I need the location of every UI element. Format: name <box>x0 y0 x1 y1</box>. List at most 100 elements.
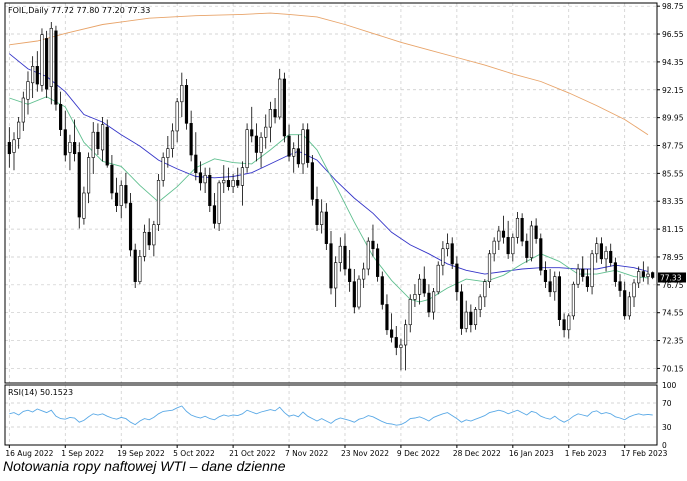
candle <box>441 241 445 276</box>
candle-body <box>59 104 63 130</box>
candle-body <box>427 292 431 313</box>
candle <box>651 271 655 280</box>
candle-body <box>142 231 147 257</box>
candle-body <box>45 38 49 90</box>
candle <box>59 91 63 136</box>
candle <box>222 165 226 193</box>
candle-body <box>100 124 105 151</box>
sma20-line <box>9 96 649 303</box>
chart-caption: Notowania ropy naftowej WTI – dane dzien… <box>3 458 286 474</box>
candle <box>623 281 627 320</box>
y-tick-label: 94.35 <box>662 58 684 67</box>
rsi-line <box>9 405 653 426</box>
candle-body <box>110 164 114 194</box>
candle-body <box>133 249 137 282</box>
candle-body <box>63 129 67 156</box>
candle <box>571 281 575 320</box>
candle-body <box>147 231 151 246</box>
candle-body <box>581 268 585 277</box>
candle-body <box>49 28 53 87</box>
candle <box>501 215 506 244</box>
candle-body <box>450 243 454 265</box>
candle <box>68 134 72 171</box>
candle-body <box>399 344 403 348</box>
x-tick-label: 5 Oct 2022 <box>173 449 215 458</box>
candle <box>184 79 189 130</box>
candle <box>217 180 221 231</box>
candle-body <box>198 172 203 184</box>
candle-body <box>138 256 142 282</box>
candle-body <box>35 66 39 85</box>
candle <box>455 256 459 301</box>
candle <box>77 142 81 229</box>
rsi-tick-label: 70 <box>662 399 672 408</box>
candle-body <box>212 205 217 224</box>
candle-body <box>338 245 342 263</box>
last-price-label: 77.33 <box>660 273 682 282</box>
price-chart[interactable]: 98.75 96.55 94.35 92.15 89.95 87.75 85.55 83.35… <box>0 0 687 460</box>
candle-body <box>511 237 515 255</box>
candle <box>338 237 342 272</box>
candle-body <box>91 131 95 158</box>
candle <box>581 256 585 282</box>
candle-body <box>548 281 552 293</box>
y-tick-label: 89.95 <box>662 114 684 123</box>
candle-body <box>296 148 300 165</box>
candle-body <box>124 185 128 204</box>
candle <box>133 243 137 288</box>
candle <box>553 271 557 301</box>
candle-body <box>119 185 123 206</box>
candle <box>469 304 473 333</box>
candle <box>110 155 114 200</box>
candle-body <box>273 109 277 118</box>
candle-body <box>264 126 268 138</box>
candle <box>609 243 613 267</box>
y-tick-label: 72.35 <box>662 337 684 346</box>
candle-body <box>394 337 398 348</box>
candle-body <box>105 126 109 166</box>
candle-body <box>12 139 16 153</box>
candle-body <box>254 135 258 153</box>
candle-body <box>623 290 627 317</box>
candle <box>306 123 310 168</box>
candle-body <box>571 283 575 317</box>
candle-body <box>576 268 580 285</box>
candle-body <box>543 269 548 282</box>
candle-body <box>245 129 249 168</box>
candle <box>562 313 566 338</box>
candle-body <box>501 230 506 238</box>
candle-body <box>455 263 459 293</box>
candle <box>385 294 389 335</box>
candle-body <box>436 264 440 293</box>
candle <box>506 220 510 259</box>
candle <box>114 177 119 212</box>
x-tick-label: 9 Dec 2022 <box>397 449 440 458</box>
candle-body <box>417 278 422 295</box>
candle-body <box>413 294 417 300</box>
candle-body <box>175 101 179 132</box>
candle-body <box>128 202 133 251</box>
candle <box>245 123 249 173</box>
candle <box>627 291 631 320</box>
grid-layer <box>5 3 657 445</box>
x-tick-label: 16 Aug 2022 <box>5 449 53 458</box>
candle-body <box>26 81 30 100</box>
y-tick-label: 81.15 <box>662 225 684 234</box>
candle-body <box>334 262 338 289</box>
candle <box>483 279 487 307</box>
candle <box>436 261 440 295</box>
candle <box>422 266 426 297</box>
candle <box>529 220 534 262</box>
candle <box>515 212 520 244</box>
candle-body <box>217 182 221 224</box>
candle <box>380 271 384 310</box>
candle-body <box>390 329 394 338</box>
x-tick-label: 16 Jan 2023 <box>509 449 554 458</box>
candle <box>287 124 291 162</box>
candle-body <box>156 180 161 225</box>
rsi-layer <box>9 405 653 426</box>
candle-body <box>166 148 170 158</box>
candle <box>26 71 30 115</box>
candle <box>147 218 151 250</box>
candle <box>273 98 277 124</box>
